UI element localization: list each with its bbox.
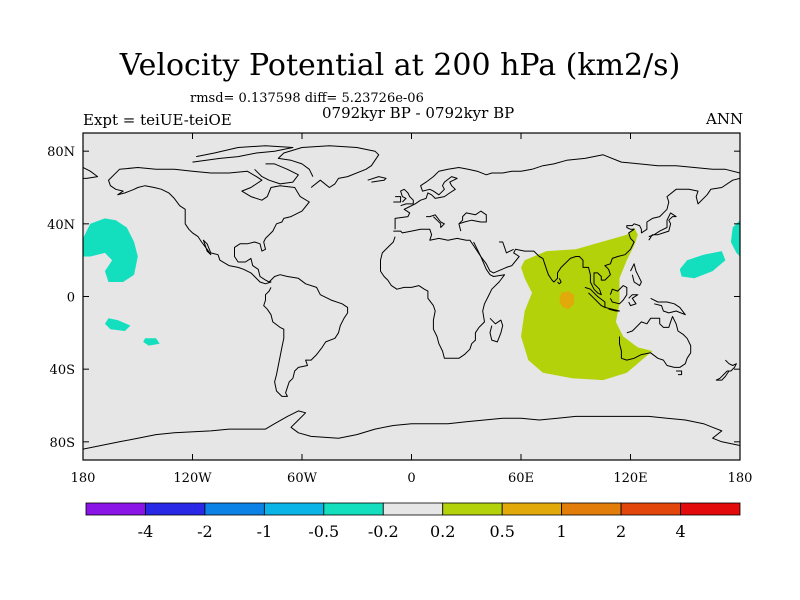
coastline-17 [609,285,628,305]
colorbar-label-9: 4 [675,522,685,541]
colorbar-box-9 [620,502,681,516]
y-tick-label-0: 80N [47,145,75,160]
contour-region-3 [104,318,131,331]
axis-ticks: 180 120W 60W 0 60E 120E 180 80N 40N 0 40S 80S [47,133,752,486]
colorbar-label-7: 1 [557,522,567,541]
period-label: 0792kyr BP - 0792kyr BP [322,104,515,122]
coastline-25 [557,278,562,285]
y-tick-label-1: 40N [47,218,75,233]
coastline-27 [83,167,99,179]
coastline-16 [604,306,620,312]
coastline-4 [263,274,349,397]
coastline-3 [192,145,294,163]
coastline-2 [254,163,299,185]
coastline-14 [648,212,677,241]
colorbar-box-5 [382,502,444,516]
coastline-10 [426,214,445,228]
coastline-7 [473,177,740,296]
colorbar-box-0 [85,502,146,516]
coastline-18 [628,294,639,307]
x-tick-label-0: 180 [71,471,96,486]
coastline-12 [393,196,402,203]
contour-region-6 [559,291,574,310]
x-tick-label-5: 120E [613,471,647,486]
colorbar-label-1: -2 [197,522,213,541]
colorbar-box-2 [204,502,265,516]
coastline-5 [380,228,506,359]
season-label: ANN [706,110,744,128]
coastline-22 [676,370,683,376]
colorbar-box-8 [561,502,622,516]
coastline-26 [83,410,740,450]
coastline-layer [83,145,740,450]
coastline-9 [458,210,487,232]
contour-region-2 [679,251,726,279]
y-tick-label-3: 40S [50,363,75,378]
coastline-11 [400,188,414,207]
colorbar-box-4 [323,502,384,516]
colorbar-label-4: -0.2 [368,522,399,541]
colorbar-label-3: -0.5 [308,522,339,541]
y-tick-label-4: 80S [50,436,75,451]
colorbar-box-10 [680,502,741,516]
colorbar-box-1 [145,502,206,516]
colorbar: -4 -2 -1 -0.5 -0.2 0.2 0.5 1 2 4 [85,502,741,541]
coastline-6 [394,154,740,230]
coastline-21 [619,316,692,368]
x-tick-label-6: 180 [728,471,753,486]
colorbar-box-7 [501,502,563,516]
colorbar-label-6: 0.5 [489,522,514,541]
stats-subtitle: rmsd= 0.137598 diff= 5.23726e-06 [190,91,424,106]
coastline-23 [715,359,737,381]
colorbar-label-8: 2 [616,522,626,541]
coastline-24 [489,317,504,343]
coastline-20 [630,263,642,287]
x-tick-label-2: 60W [287,471,318,486]
x-tick-label-4: 60E [508,471,534,486]
contour-region-4 [143,338,160,346]
colorbar-box-3 [263,502,325,516]
coastline-0 [108,167,310,285]
contour-region-1 [730,220,740,257]
coastline-13 [367,176,387,183]
plot-title: Velocity Potential at 200 hPa (km2/s) [119,48,681,83]
map-background [83,133,740,460]
coastline-8 [499,241,514,254]
colorbar-label-2: -1 [257,522,273,541]
experiment-label: Expt = teiUE-teiOE [83,111,232,129]
y-tick-label-2: 0 [67,291,75,306]
contour-region-0 [83,218,138,282]
coastline-15 [584,286,606,308]
coastline-19 [650,297,686,316]
x-tick-label-1: 120W [173,471,212,486]
coastline-1 [277,145,380,188]
colorbar-label-5: 0.2 [430,522,455,541]
x-tick-label-3: 0 [407,471,415,486]
colorbar-label-0: -4 [138,522,154,541]
colorbar-box-6 [442,502,503,516]
